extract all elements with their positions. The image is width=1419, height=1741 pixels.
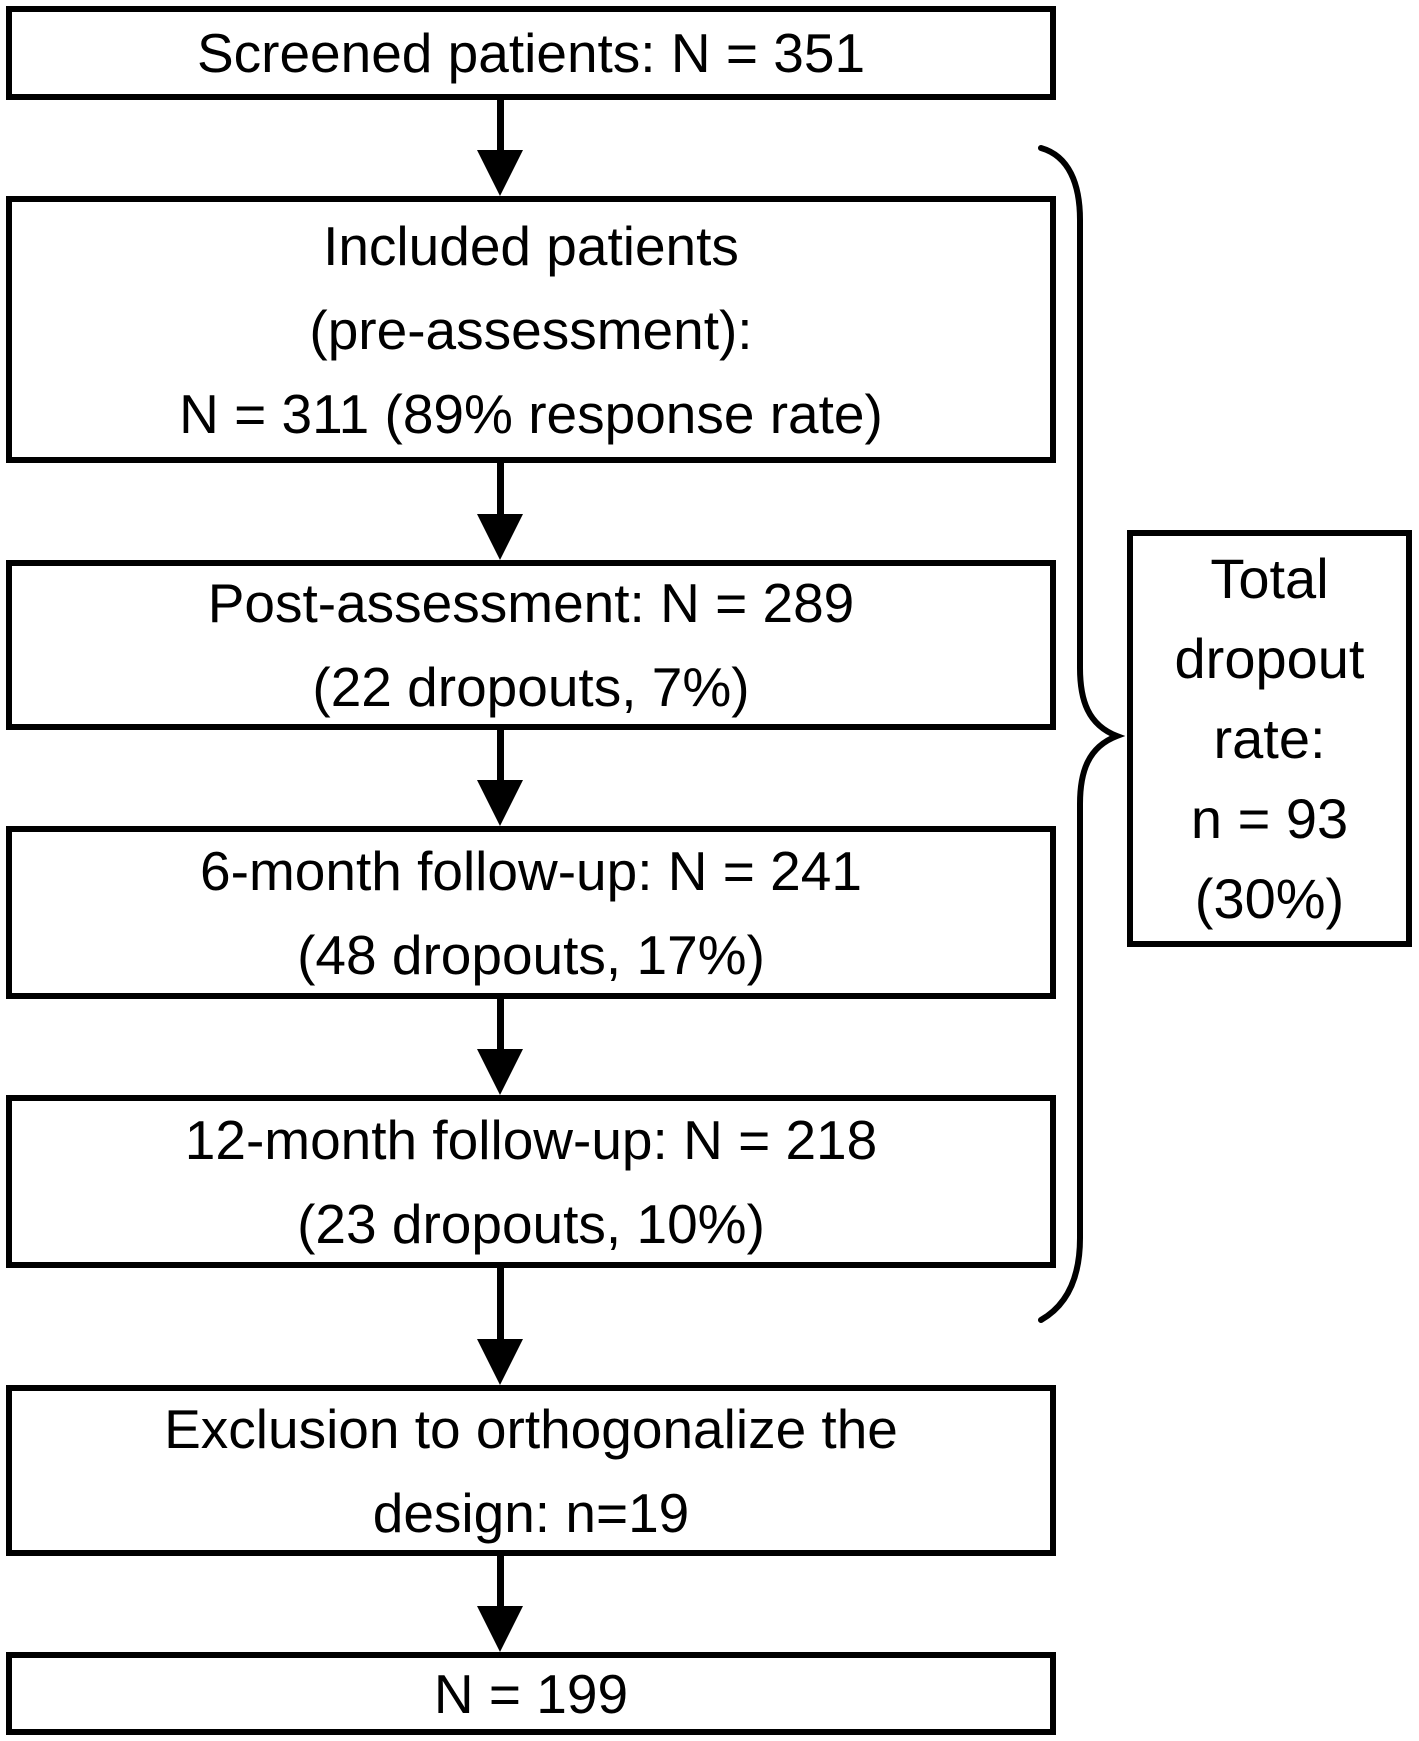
down-arrow-icon — [472, 999, 528, 1095]
flow-box-final-n: N = 199 — [6, 1652, 1056, 1735]
arrow-head — [477, 1049, 523, 1095]
flow-box-text: 6-month follow-up: N = 241 — [200, 839, 862, 902]
arrow-head — [477, 780, 523, 826]
side-box-text: rate: — [1213, 706, 1326, 770]
down-arrow-icon — [472, 100, 528, 196]
arrow-head — [477, 1339, 523, 1385]
flow-box-12-month-follow-up: 12-month follow-up: N = 218 (23 dropouts… — [6, 1095, 1056, 1268]
arrow-stem — [496, 999, 504, 1049]
flow-box-text: (pre-assessment): — [309, 298, 753, 361]
curly-brace-path — [1038, 145, 1125, 1323]
flow-box-text: N = 311 (89% response rate) — [179, 382, 883, 445]
flow-box-post-assessment: Post-assessment: N = 289 (22 dropouts, 7… — [6, 560, 1056, 730]
flow-box-screened: Screened patients: N = 351 — [6, 6, 1056, 100]
flow-box-text: Screened patients: N = 351 — [196, 22, 866, 84]
arrow-stem — [496, 1556, 504, 1606]
down-arrow-icon — [472, 730, 528, 826]
side-box-text: dropout — [1174, 626, 1365, 690]
flow-box-6-month-follow-up: 6-month follow-up: N = 241 (48 dropouts,… — [6, 826, 1056, 999]
side-box-text: n = 93 — [1190, 786, 1349, 850]
flow-box-text: 12-month follow-up: N = 218 — [184, 1108, 878, 1171]
side-box-total-dropout: Total dropout rate: n = 93 (30%) — [1127, 530, 1412, 947]
flow-box-text: design: n=19 — [372, 1481, 690, 1544]
down-arrow-icon — [472, 1556, 528, 1652]
flow-box-text: Included patients — [323, 214, 739, 277]
flow-box-text: Post-assessment: N = 289 — [207, 572, 855, 634]
flow-box-text: (23 dropouts, 10%) — [297, 1192, 765, 1255]
flow-box-exclusion: Exclusion to orthogonalize the design: n… — [6, 1385, 1056, 1556]
down-arrow-icon — [472, 1268, 528, 1385]
flow-box-text: (22 dropouts, 7%) — [312, 656, 750, 718]
arrow-head — [477, 150, 523, 196]
curly-brace-icon — [1038, 145, 1125, 1323]
arrow-stem — [496, 463, 504, 514]
arrow-stem — [496, 730, 504, 780]
arrow-stem — [496, 100, 504, 150]
arrow-head — [477, 1606, 523, 1652]
flow-box-text: (48 dropouts, 17%) — [297, 923, 765, 986]
arrow-head — [477, 514, 523, 560]
side-box-text: (30%) — [1194, 866, 1345, 930]
arrow-stem — [496, 1268, 504, 1339]
side-box-text: Total — [1210, 546, 1329, 610]
down-arrow-icon — [472, 463, 528, 560]
flow-box-text: N = 199 — [433, 1662, 629, 1725]
flow-box-text: Exclusion to orthogonalize the — [164, 1397, 898, 1460]
flow-box-included: Included patients (pre-assessment): N = … — [6, 196, 1056, 463]
